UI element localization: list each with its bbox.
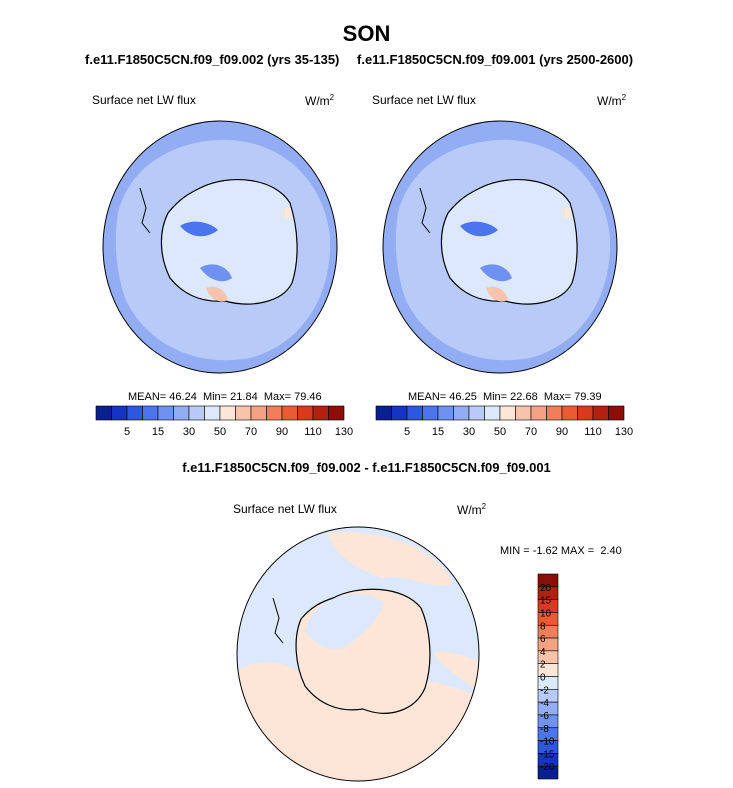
colorbar-right-swatch [453,405,470,421]
colorbar-right-swatch [608,405,625,421]
colorbar-left-swatch [126,405,143,421]
colorbar-right-swatch [437,405,454,421]
colorbar-left-tick-label: 50 [214,426,226,438]
colorbar-right-swatch [422,405,439,421]
colorbar-right-tick-label: 30 [463,426,475,438]
colorbar-right-tick-label: 130 [615,426,633,438]
colorbar-left-swatch [312,405,329,421]
colorbar-diff-tick-label: 10 [540,608,552,619]
colorbar-left-tick-label: 130 [335,426,353,438]
colorbar-diff-tick-label: -6 [540,711,549,722]
colorbar-left-tick-label: 70 [245,426,257,438]
colorbar-right-tick-label: 15 [432,426,444,438]
colorbar-diff-tick-label: -20 [540,762,555,773]
colorbar-right-swatch [468,405,485,421]
colorbar-right-tick-label: 70 [525,426,537,438]
variable-label-left: Surface net LW flux [92,93,196,107]
units-label-right: W/m2 [597,93,627,108]
colorbar-diff-tick-label: 20 [540,583,552,594]
colorbar-left-swatch [235,405,252,421]
colorbar-left-swatch [266,405,283,421]
colorbar-right-swatch [484,405,501,421]
colorbar-left-swatch [204,405,221,421]
colorbar-diff-swatch [537,765,559,780]
colorbar-right-swatch [406,405,423,421]
colorbar-diff-tick-label: 4 [540,647,546,658]
case-title-left: f.e11.F1850C5CN.f09_f09.002 (yrs 35-135) [85,52,340,67]
colorbar-left-swatch [95,405,112,421]
colorbar-left-tick-label: 90 [276,426,288,438]
colorbar-right: 5 15 30 50 70 90 110 130 [375,405,633,438]
page-title: SON [342,21,391,46]
map-left [102,120,338,374]
colorbar-diff-tick-label: 2 [540,660,546,671]
colorbar-left-tick-label: 110 [304,426,322,438]
colorbar-left-swatch [173,405,190,421]
colorbar-left-swatch [328,405,345,421]
colorbar-diff-tick-label: 0 [540,673,546,684]
colorbar-left-tick-label: 30 [183,426,195,438]
variable-label-diff: Surface net LW flux [233,502,337,516]
colorbar-left: 5 15 30 50 70 90 110 130 [95,405,353,438]
colorbar-right-swatch [391,405,408,421]
colorbar-diff-tick-label: 6 [540,634,546,645]
diff-stats: MIN = -1.62 MAX = 2.40 [500,545,622,557]
colorbar-right-swatch [577,405,594,421]
colorbar-left-swatch [111,405,128,421]
colorbar-left-swatch [250,405,267,421]
colorbar-diff-tick-label: -4 [540,698,549,709]
colorbar-diff-tick-label: -10 [540,737,555,748]
colorbar-diff-tick-label: -8 [540,724,549,735]
stats-left: MEAN= 46.24 Min= 21.84 Max= 79.46 [128,391,322,403]
colorbar-right-swatch [499,405,516,421]
colorbar-right-swatch [530,405,547,421]
colorbar-left-swatch [219,405,236,421]
colorbar-left-swatch [188,405,205,421]
diff-title: f.e11.F1850C5CN.f09_f09.002 - f.e11.F185… [182,460,551,475]
colorbar-left-swatch [281,405,298,421]
units-label-left: W/m2 [305,93,335,108]
units-label-diff: W/m2 [457,502,487,517]
stats-right: MEAN= 46.25 Min= 22.68 Max= 79.39 [408,391,602,403]
colorbar-diff-tick-label: 15 [540,596,552,607]
colorbar-right-swatch [546,405,563,421]
colorbar-left-swatch [157,405,174,421]
colorbar-left-tick-label: 15 [152,426,164,438]
colorbar-left-swatch [297,405,314,421]
colorbar-right-swatch [592,405,609,421]
colorbar-right-tick-label: 90 [556,426,568,438]
colorbar-right-tick-label: 5 [404,426,410,438]
colorbar-right-swatch [561,405,578,421]
colorbar-left-swatch [142,405,159,421]
colorbar-right-swatch [515,405,532,421]
case-title-right: f.e11.F1850C5CN.f09_f09.001 (yrs 2500-26… [357,52,634,67]
colorbar-diff-tick-label: 8 [540,621,546,632]
colorbar-diff-tick-label: -15 [540,749,555,760]
variable-label-right: Surface net LW flux [372,93,476,107]
colorbar-right-swatch [375,405,392,421]
map-right [382,120,618,374]
colorbar-right-tick-label: 110 [584,426,602,438]
colorbar-left-tick-label: 5 [124,426,130,438]
colorbar-right-tick-label: 50 [494,426,506,438]
map-diff [236,526,480,782]
colorbar-diff-tick-label: -2 [540,685,549,696]
